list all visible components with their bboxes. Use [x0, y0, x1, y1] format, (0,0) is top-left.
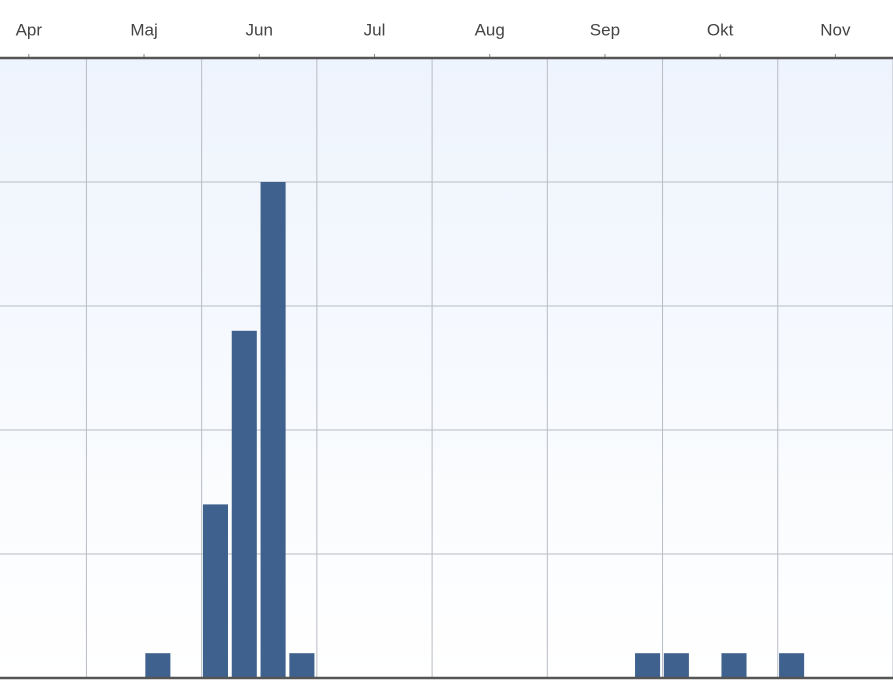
bar	[260, 182, 286, 678]
bar	[202, 504, 229, 678]
x-tick-label: Aug	[475, 20, 505, 39]
bar	[635, 653, 661, 678]
bar	[721, 653, 747, 678]
bar	[779, 653, 805, 678]
x-tick-label: Sep	[590, 20, 620, 39]
plot-background	[0, 58, 893, 678]
x-tick-label: Jul	[364, 20, 386, 39]
x-tick-label: Jun	[246, 20, 273, 39]
bar	[231, 330, 257, 678]
x-tick-label: Maj	[130, 20, 157, 39]
x-tick-label: Nov	[820, 20, 851, 39]
bar	[663, 653, 689, 678]
x-tick-label: Okt	[707, 20, 734, 39]
bar	[289, 653, 315, 678]
bar	[145, 653, 171, 678]
x-tick-label: Apr	[16, 20, 43, 39]
